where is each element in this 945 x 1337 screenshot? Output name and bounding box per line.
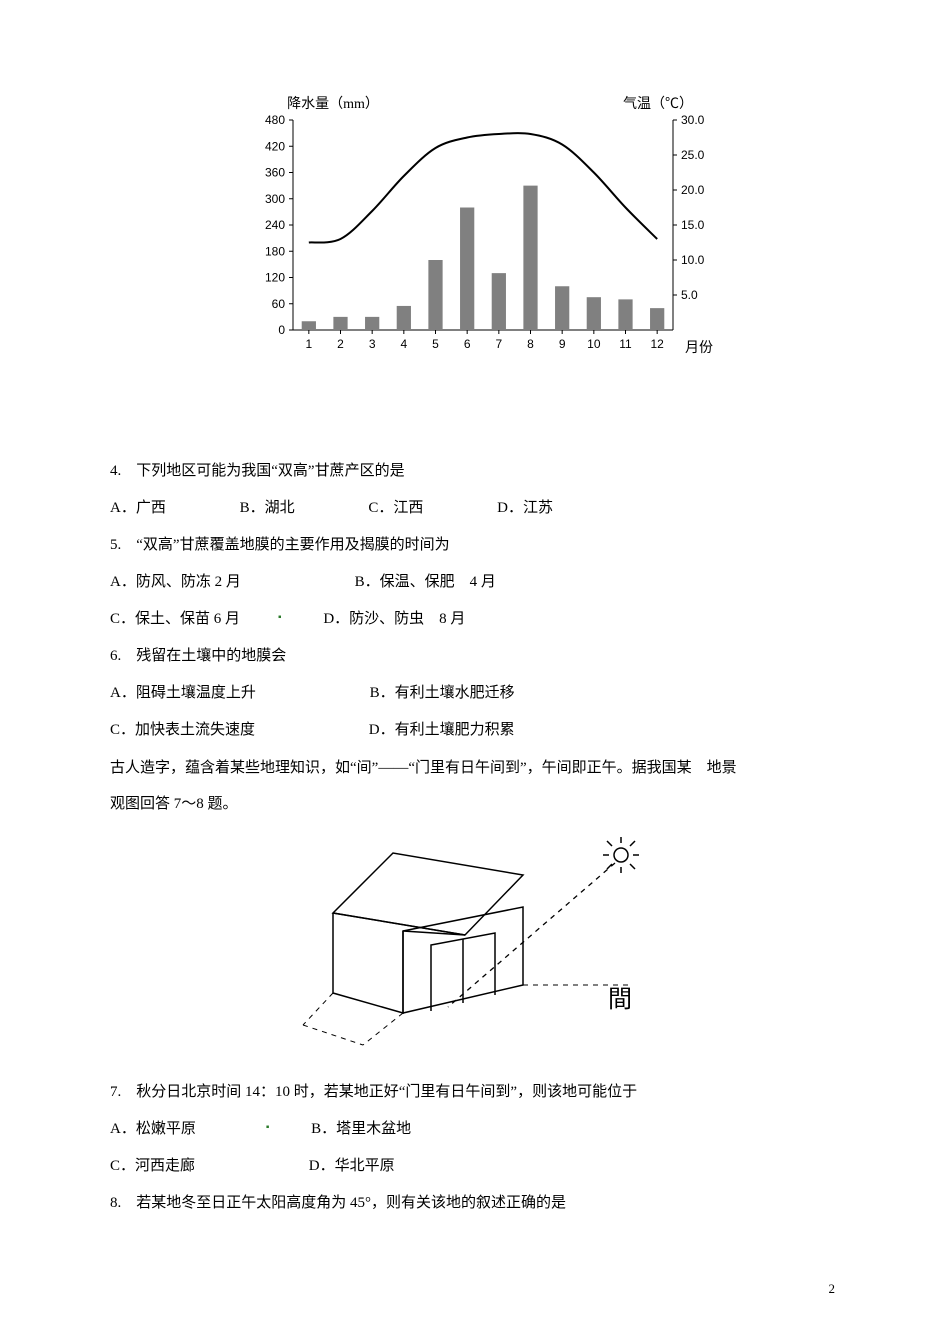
dot-icon: ▪	[266, 1117, 270, 1139]
q7-opt-c: C．河西走廊	[110, 1158, 195, 1174]
svg-text:降水量（mm）: 降水量（mm）	[287, 96, 379, 112]
svg-text:12: 12	[650, 337, 664, 351]
q6-opt-a: A．阻碍土壤温度上升	[110, 685, 256, 701]
dot-icon: ▪	[278, 607, 282, 629]
q4-opt-a: A．广西	[110, 500, 166, 516]
svg-text:180: 180	[264, 244, 284, 258]
svg-text:11: 11	[619, 337, 632, 351]
svg-text:480: 480	[264, 113, 284, 127]
q5-stem: 5. “双高”甘蔗覆盖地膜的主要作用及揭膜的时间为	[110, 529, 835, 562]
svg-text:5.0: 5.0	[681, 288, 698, 302]
svg-text:6: 6	[463, 337, 470, 351]
svg-text:3: 3	[368, 337, 375, 351]
svg-text:2: 2	[337, 337, 344, 351]
house-diagram: 間	[273, 835, 673, 1060]
q7-stem: 7. 秋分日北京时间 14：10 时，若某地正好“门里有日午间到”，则该地可能位…	[110, 1076, 835, 1109]
q6-opt-c: C．加快表土流失速度	[110, 722, 255, 738]
q8-stem: 8. 若某地冬至日正午太阳高度角为 45°，则有关该地的叙述正确的是	[110, 1187, 835, 1220]
q7-opt-d: D．华北平原	[309, 1158, 395, 1174]
svg-text:4: 4	[400, 337, 407, 351]
q5-opt-d: D．防沙、防虫 8 月	[323, 611, 465, 627]
svg-text:120: 120	[264, 271, 284, 285]
q5-options-row1: A．防风、防冻 2 月 B．保温、保肥 4 月	[110, 566, 835, 599]
svg-text:30.0: 30.0	[681, 113, 705, 127]
q7-options-row1: A．松嫩平原 ▪ B．塔里木盆地	[110, 1113, 835, 1146]
svg-text:1: 1	[305, 337, 312, 351]
svg-text:15.0: 15.0	[681, 218, 705, 232]
q7-opt-a: A．松嫩平原	[110, 1121, 196, 1137]
q6-options-row1: A．阻碍土壤温度上升 B．有利土壤水肥迁移	[110, 677, 835, 710]
svg-text:7: 7	[495, 337, 502, 351]
q6-opt-b: B．有利土壤水肥迁移	[370, 685, 515, 701]
q6-stem: 6. 残留在土壤中的地膜会	[110, 640, 835, 673]
q4-opt-c: C．江西	[368, 500, 423, 516]
svg-text:0: 0	[278, 323, 285, 337]
q5-opt-a: A．防风、防冻 2 月	[110, 574, 241, 590]
svg-text:20.0: 20.0	[681, 183, 705, 197]
q5-opt-c: C．保土、保苗 6 月	[110, 611, 240, 627]
svg-text:25.0: 25.0	[681, 148, 705, 162]
page-number: 2	[829, 1281, 836, 1297]
q4-stem: 4. 下列地区可能为我国“双高”甘蔗产区的是	[110, 455, 835, 488]
svg-text:60: 60	[271, 297, 285, 311]
svg-text:月份: 月份	[685, 340, 713, 356]
house-label: 間	[608, 987, 632, 1013]
svg-text:300: 300	[264, 192, 284, 206]
svg-text:360: 360	[264, 166, 284, 180]
q6-opt-d: D．有利土壤肥力积累	[369, 722, 515, 738]
q5-options-row2: C．保土、保苗 6 月 ▪ D．防沙、防虫 8 月	[110, 603, 835, 636]
svg-text:9: 9	[558, 337, 565, 351]
svg-text:气温（℃）: 气温（℃）	[623, 96, 693, 112]
intro-78-line2: 观图回答 7～8 题。	[110, 789, 835, 819]
q4-options: A．广西 B．湖北 C．江西 D．江苏	[110, 492, 835, 525]
q7-opt-b: B．塔里木盆地	[311, 1121, 411, 1137]
q4-opt-d: D．江苏	[497, 500, 553, 516]
q7-options-row2: C．河西走廊 D．华北平原	[110, 1150, 835, 1183]
q5-opt-b: B．保温、保肥 4 月	[355, 574, 496, 590]
svg-text:240: 240	[264, 218, 284, 232]
svg-text:10: 10	[587, 337, 601, 351]
climate-chart: 降水量（mm） 气温（℃） 0 60 120 180 240 300 360 420 480 5.…	[213, 90, 733, 375]
svg-text:10.0: 10.0	[681, 253, 705, 267]
intro-78-line1: 古人造字，蕴含着某些地理知识，如“间”——“门里有日午间到”，午间即正午。据我国…	[110, 753, 835, 783]
svg-text:420: 420	[264, 139, 284, 153]
q4-opt-b: B．湖北	[240, 500, 295, 516]
q6-options-row2: C．加快表土流失速度 D．有利土壤肥力积累	[110, 714, 835, 747]
svg-text:5: 5	[432, 337, 439, 351]
svg-text:8: 8	[527, 337, 534, 351]
